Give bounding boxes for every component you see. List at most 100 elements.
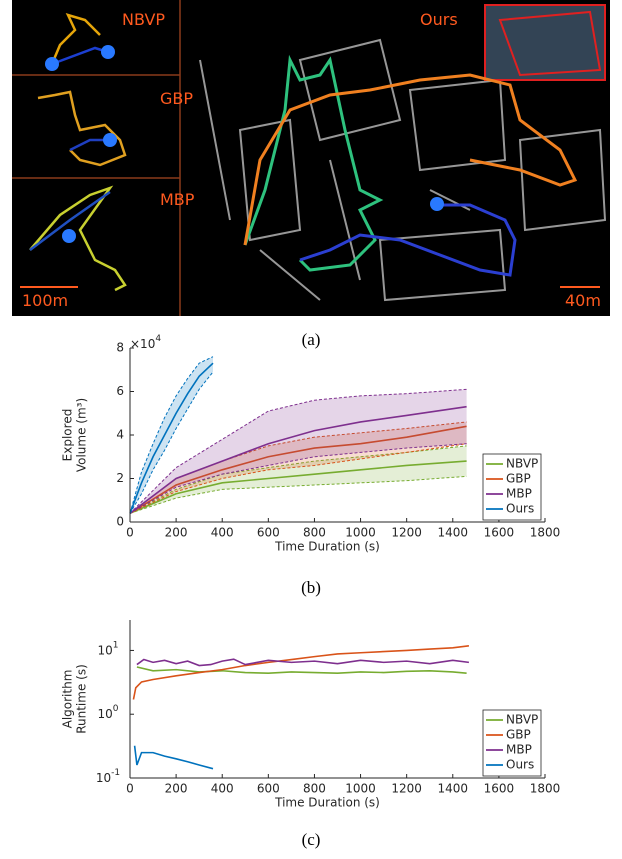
method-label: MBP [160,190,195,209]
band-edge [129,443,467,514]
scale-label: 40m [565,291,601,310]
caption: (b) [301,578,321,597]
caption: (a) [302,330,321,349]
confidence-band [130,389,467,514]
trajectory-ours [299,203,517,277]
y-axis-label: Explored [61,409,75,462]
series-line [133,745,214,770]
method-label: GBP [160,89,193,108]
y-tick-label: 100 [97,704,118,721]
y-tick-base: 10 [96,771,111,785]
robot-position [62,229,76,243]
band-edge [129,443,467,514]
x-tick-label: 1600 [484,782,515,796]
series-line [129,460,467,515]
x-axis-label: Time Duration (s) [274,540,380,554]
x-tick-label: 600 [257,526,280,540]
road-edge [199,59,471,301]
legend-label: MBP [506,487,532,501]
method-label: Ours [420,10,458,29]
robot-position [101,45,115,59]
confidence-band [130,356,213,514]
confidence-band [130,445,467,514]
legend-label: MBP [506,743,532,757]
legend-label: NBVP [506,713,538,727]
robot-position [45,57,59,71]
y-tick-label: 6 [116,384,124,398]
series-line [129,405,467,514]
panel-a: NBVP GBP MBP Ours 100m 40m [12,0,610,316]
x-tick-label: 400 [211,526,234,540]
legend-label: NBVP [506,457,538,471]
trajectory-mbp [29,190,111,251]
x-axis-label: Time Duration (s) [274,796,380,810]
band-edge [129,388,467,514]
band-edge [129,356,214,514]
x-tick-label: 800 [303,782,326,796]
building [298,38,402,142]
x-tick-label: 1800 [530,782,561,796]
building [408,78,507,172]
x-tick-label: 1400 [438,782,469,796]
building [378,228,507,302]
y-tick-label: 10-1 [96,768,120,785]
series-line [136,666,467,674]
y-scale-exponent: 4 [155,334,161,344]
building [518,128,607,232]
legend-label: Ours [506,502,534,516]
series-line [129,362,214,514]
y-tick-exponent: -1 [111,768,120,778]
x-tick-label: 800 [303,526,326,540]
series-line [129,425,467,514]
y-tick-label: 0 [116,515,124,529]
inset-outline [498,10,602,77]
x-tick-label: 1400 [438,526,469,540]
x-tick-label: 1200 [391,526,422,540]
x-tick-label: 1000 [345,782,376,796]
scale-label: 100m [22,291,68,310]
y-tick-base: 10 [97,643,112,657]
caption: (c) [302,830,321,849]
y-tick-label: 2 [116,471,124,485]
x-tick-label: 1200 [391,782,422,796]
chart: 0 200 400 600 800 1000 1200 1400 1600 180010-1100… [61,620,561,810]
trajectory-gbp [37,90,127,167]
band-edge [129,445,467,514]
building [238,118,302,242]
y-axis-label: Runtime (s) [75,664,89,734]
series-line [136,658,470,667]
legend-label: GBP [506,728,531,742]
y-scale-label: ×104 [130,334,161,351]
chart: 0 200 400 600 800 1000 1200 1400 1600 1800 0 2 4 6 8 ×1… [61,334,561,554]
x-tick-label: 600 [257,782,280,796]
legend-label: GBP [506,472,531,486]
x-tick-label: 0 [126,526,134,540]
x-tick-label: 1600 [484,526,515,540]
y-tick-label: 101 [97,640,118,657]
point-cloud [199,38,607,302]
y-tick-exponent: 0 [113,704,119,714]
y-tick-label: 8 [116,341,124,355]
x-tick-label: 1800 [530,526,561,540]
x-tick-label: 200 [165,782,188,796]
y-axis-label: Algorithm [61,670,75,729]
robot-position [103,133,117,147]
y-axis-label: Volume (m³) [75,398,89,472]
band-edge [129,371,214,514]
x-tick-label: 1000 [345,526,376,540]
band-edge [129,475,467,514]
x-tick-label: 0 [126,782,134,796]
x-tick-label: 400 [211,782,234,796]
method-label: NBVP [122,10,165,29]
trajectory-ours [243,54,384,272]
x-tick-label: 200 [165,526,188,540]
trajectory-nbvp [50,13,101,65]
robot-position [430,197,444,211]
confidence-band [130,421,467,514]
y-tick-exponent: 1 [113,640,119,650]
legend-label: Ours [506,758,534,772]
y-tick-label: 4 [116,428,124,442]
trajectory-ours [243,73,578,246]
